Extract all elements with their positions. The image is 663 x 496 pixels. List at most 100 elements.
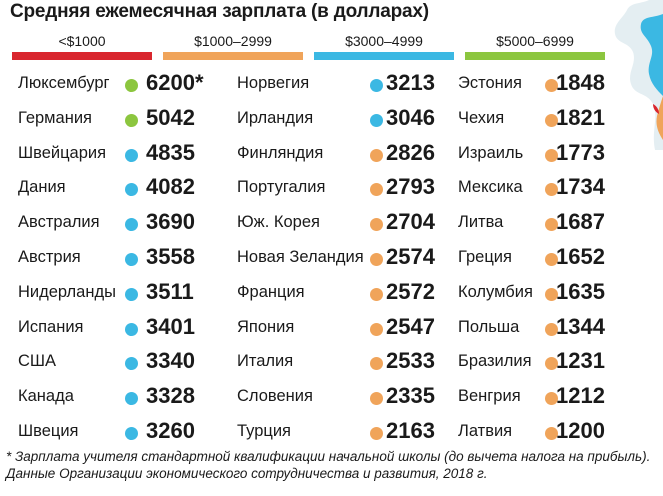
country-name: Колумбия [458, 282, 533, 301]
table-row: Швейцария 4835 Финляндия 2826 Израиль 1773 [0, 138, 663, 172]
country-cell: Швейцария 4835 [0, 138, 663, 172]
salary-value: 3328 [146, 383, 195, 409]
salary-value: 4835 [146, 139, 195, 165]
country-cell: Эстония 1848 [0, 68, 663, 102]
legend-item-3000-4999: $3000–4999 [314, 32, 454, 60]
country-name: Австрия [18, 248, 81, 266]
country-cell: Германия 5042 [0, 103, 663, 137]
table-row: Нидерланды 3511 Франция 2572 Колумбия 1635 [0, 277, 663, 311]
country-cell: Дания 4082 [0, 172, 663, 206]
salary-range-dot [545, 183, 558, 197]
country-cell: Португалия 2793 [0, 172, 663, 206]
salary-value: 3690 [146, 209, 195, 235]
salary-value: 1773 [556, 139, 605, 165]
legend: <$1000 $1000–2999 $3000–4999 $5000–6999 [0, 32, 663, 62]
salary-value: 1200 [556, 418, 605, 443]
salary-value: 6200* [146, 70, 204, 95]
salary-range-dot [545, 113, 558, 127]
salary-value: 3511 [146, 278, 194, 304]
country-name: Австралия [18, 213, 100, 232]
salary-value: 1734 [556, 174, 605, 200]
salary-value: 1848 [556, 70, 605, 95]
country-name: Дания [18, 178, 66, 197]
salary-range-dot [545, 253, 558, 266]
salary-value: 1652 [556, 244, 605, 269]
footnote-line: Данные Организации экономического сотруд… [6, 466, 488, 481]
footnote: * Зарплата учителя стандартной квалифика… [6, 448, 656, 482]
country-cell: Норвегия 3213 [0, 68, 663, 102]
salary-value: 1231 [556, 348, 605, 374]
country-name: Чехия [458, 108, 505, 127]
salary-range-dot [545, 322, 558, 336]
salary-range-dot [370, 392, 383, 406]
country-name: Франция [237, 282, 305, 301]
country-cell: Юж. Корея 2704 [0, 207, 663, 241]
salary-range-dot [545, 357, 558, 371]
country-cell: Латвия 1200 [0, 416, 663, 450]
salary-value: 2793 [386, 174, 435, 200]
world-map-fragment [593, 0, 663, 150]
country-cell: Италия 2533 [0, 346, 663, 380]
country-cell: Франция 2572 [0, 277, 663, 311]
country-name: Юж. Корея [237, 213, 320, 232]
country-cell: Словения 2335 [0, 381, 663, 415]
country-cell: Австралия 3690 [0, 207, 663, 241]
legend-item-5000-6999: $5000–6999 [465, 32, 605, 60]
salary-range-dot [370, 148, 383, 162]
country-name: Люксембург [18, 74, 110, 92]
legend-color-bar [465, 52, 605, 60]
salary-range-dot [125, 148, 138, 162]
country-cell: Чехия 1821 [0, 103, 663, 137]
country-cell: Бразилия 1231 [0, 346, 663, 380]
country-name: Швейцария [18, 143, 107, 162]
salary-range-dot [125, 253, 138, 266]
country-name: Польша [458, 317, 520, 336]
country-name: Бразилия [458, 352, 532, 371]
chart-title: Средняя ежемесячная зарплата (в долларах… [10, 1, 429, 22]
country-cell: Нидерланды 3511 [0, 277, 663, 311]
salary-range-dot [125, 218, 138, 232]
salary-value: 2335 [386, 383, 435, 409]
legend-color-bar [314, 52, 454, 60]
country-cell: Австрия 3558 [0, 242, 663, 276]
salary-value: 4082 [146, 174, 195, 200]
country-name: Швеция [18, 422, 79, 440]
salary-value: 1212 [556, 383, 605, 409]
legend-label: $1000–2999 [194, 33, 272, 49]
table-row: Австралия 3690 Юж. Корея 2704 Литва 1687 [0, 207, 663, 241]
country-cell: США 3340 [0, 346, 663, 380]
country-cell: Турция 2163 [0, 416, 663, 450]
salary-range-dot [370, 253, 383, 266]
country-cell: Люксембург 6200* [0, 68, 663, 102]
country-cell: Израиль 1773 [0, 138, 663, 172]
country-cell: Польша 1344 [0, 312, 663, 346]
salary-range-dot [545, 392, 558, 406]
table-row: США 3340 Италия 2533 Бразилия 1231 [0, 346, 663, 380]
salary-range-dot [125, 287, 138, 301]
country-cell: Новая Зеландия 2574 [0, 242, 663, 276]
salary-range-dot [125, 79, 138, 92]
salary-range-dot [125, 427, 138, 440]
country-cell: Финляндия 2826 [0, 138, 663, 172]
salary-range-dot [370, 427, 383, 440]
country-name: Германия [18, 108, 92, 127]
salary-range-dot [370, 357, 383, 371]
country-name: Португалия [237, 178, 326, 197]
salary-value: 3046 [386, 104, 435, 130]
country-name: Латвия [458, 422, 513, 440]
country-cell: Испания 3401 [0, 312, 663, 346]
salary-range-dot [125, 392, 138, 406]
salary-range-dot [545, 427, 558, 440]
legend-item-1000-2999: $1000–2999 [163, 32, 303, 60]
salary-value: 3340 [146, 348, 195, 374]
country-name: Норвегия [237, 74, 310, 92]
country-name: Венгрия [458, 387, 521, 406]
country-name: Нидерланды [18, 282, 116, 301]
salary-value: 2547 [386, 313, 435, 339]
salary-value: 5042 [146, 104, 195, 130]
table-row: Испания 3401 Япония 2547 Польша 1344 [0, 312, 663, 346]
country-name: Словения [237, 387, 313, 406]
table-row: Люксембург 6200* Норвегия 3213 Эстония 1848 [0, 68, 663, 102]
legend-color-bar [12, 52, 152, 60]
country-name: Мексика [458, 178, 523, 197]
